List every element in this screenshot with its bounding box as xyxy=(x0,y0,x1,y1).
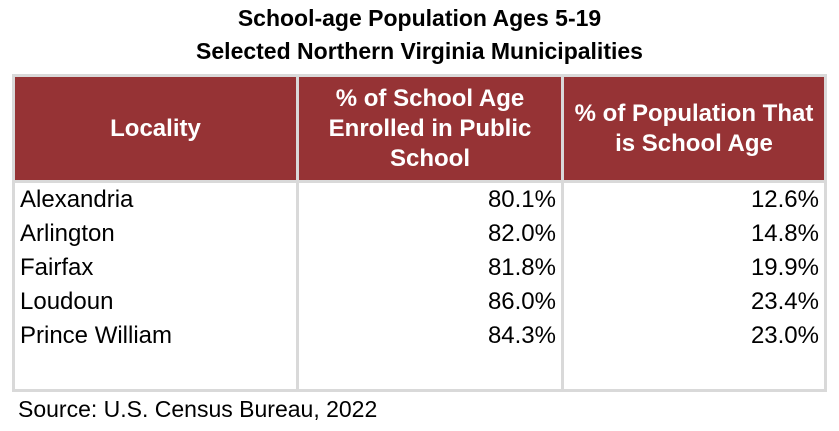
title-line-2: Selected Northern Virginia Municipalitie… xyxy=(196,38,643,64)
cell-locality: Arlington xyxy=(15,217,296,251)
cell-school-age: 23.4% xyxy=(564,285,824,319)
title-line-1: School-age Population Ages 5-19 xyxy=(237,5,602,31)
cell-locality: Prince William xyxy=(15,319,296,353)
cell-locality: Loudoun xyxy=(15,285,296,319)
empty-cell xyxy=(564,353,824,389)
data-table-frame: Locality % of School Age Enrolled in Pub… xyxy=(12,74,827,392)
cell-enrolled: 81.8% xyxy=(296,251,564,285)
empty-cell xyxy=(15,353,296,389)
cell-locality: Fairfax xyxy=(15,251,296,285)
cell-enrolled: 82.0% xyxy=(296,217,564,251)
table-row: Arlington 82.0% 14.8% xyxy=(15,217,824,251)
table-spacer-row xyxy=(15,353,824,389)
cell-enrolled: 86.0% xyxy=(296,285,564,319)
cell-school-age: 14.8% xyxy=(564,217,824,251)
cell-school-age: 23.0% xyxy=(564,319,824,353)
empty-cell xyxy=(296,353,564,389)
source-note: Source: U.S. Census Bureau, 2022 xyxy=(18,396,378,422)
header-school-age: % of Population That is School Age xyxy=(564,77,824,183)
cell-school-age: 19.9% xyxy=(564,251,824,285)
table-body: Alexandria 80.1% 12.6% Arlington 82.0% 14.8% F… xyxy=(15,183,824,389)
table-header-row: Locality % of School Age Enrolled in Pub… xyxy=(15,77,824,183)
cell-enrolled: 84.3% xyxy=(296,319,564,353)
table-row: Alexandria 80.1% 12.6% xyxy=(15,183,824,217)
chart-title: School-age Population Ages 5-19 Selected… xyxy=(0,2,839,68)
cell-school-age: 12.6% xyxy=(564,183,824,217)
data-table: Locality % of School Age Enrolled in Pub… xyxy=(15,77,824,389)
header-enrolled: % of School Age Enrolled in Public Schoo… xyxy=(296,77,564,183)
table-row: Fairfax 81.8% 19.9% xyxy=(15,251,824,285)
header-locality: Locality xyxy=(15,77,296,183)
cell-locality: Alexandria xyxy=(15,183,296,217)
cell-enrolled: 80.1% xyxy=(296,183,564,217)
table-row: Loudoun 86.0% 23.4% xyxy=(15,285,824,319)
table-row: Prince William 84.3% 23.0% xyxy=(15,319,824,353)
